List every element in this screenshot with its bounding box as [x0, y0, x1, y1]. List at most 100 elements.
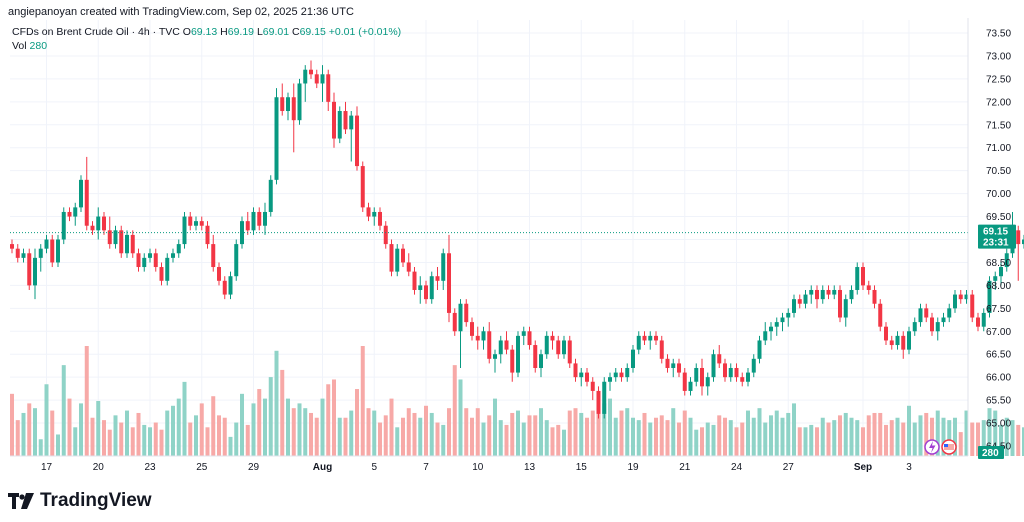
- candle: [866, 280, 871, 295]
- volume-bar: [493, 398, 497, 456]
- event-markers[interactable]: [924, 439, 957, 455]
- candle-body: [527, 331, 532, 346]
- candle-body: [866, 285, 871, 290]
- candle-body: [56, 239, 60, 263]
- candle-body: [539, 354, 543, 368]
- candle-body: [556, 340, 561, 355]
- candle-body: [820, 289, 825, 300]
- volume-bar: [447, 408, 451, 456]
- candle: [148, 248, 152, 263]
- volume-bar: [159, 429, 164, 456]
- volume-bar: [84, 346, 89, 456]
- last-price-value: 69.15: [983, 227, 1008, 238]
- candle-body: [148, 253, 152, 258]
- candle: [723, 358, 727, 382]
- candle-body: [67, 211, 72, 217]
- candle: [125, 230, 129, 258]
- candle: [705, 372, 710, 396]
- volume-bar: [550, 427, 555, 456]
- volume-bar: [412, 412, 417, 456]
- candle-body: [987, 280, 992, 313]
- candle: [625, 363, 630, 382]
- volume-bar: [590, 410, 595, 456]
- volume-bar: [935, 410, 940, 456]
- ohlc-legend[interactable]: CFDs on Brent Crude Oil · 4h · TVC O69.1…: [12, 26, 401, 38]
- candle: [665, 354, 670, 373]
- volume-bar: [211, 396, 216, 456]
- candle: [953, 289, 957, 313]
- candle-body: [981, 312, 986, 327]
- volume-bar: [90, 417, 95, 456]
- candle: [659, 335, 664, 364]
- candle-body: [797, 299, 802, 304]
- candle: [251, 207, 256, 235]
- price-tick-label: 70.00: [986, 189, 1011, 200]
- volume-legend[interactable]: Vol 280: [12, 40, 47, 52]
- volume-bar: [33, 408, 37, 456]
- volume-bar: [774, 410, 779, 456]
- volume-bar: [297, 403, 302, 456]
- tradingview-logo[interactable]: TradingView: [8, 490, 152, 512]
- candle: [636, 331, 641, 355]
- candle-body: [947, 308, 952, 318]
- volume-bar: [205, 427, 210, 456]
- volume-bar: [107, 429, 112, 456]
- candle: [96, 207, 101, 240]
- time-axis[interactable]: 17 20 23 25 29 Aug 5 7 10 13 15 19 21 24 27 Sep 3: [10, 455, 968, 473]
- candle-body: [774, 322, 779, 327]
- volume-bar: [383, 415, 388, 456]
- open-value: 69.13: [190, 26, 218, 38]
- volume-bar: [797, 427, 802, 456]
- candle-body: [596, 390, 601, 414]
- price-axis[interactable]: 73.50 73.00 72.50 72.00 71.50 71.00 70.50 70.00…: [967, 18, 1011, 456]
- volume-bar: [694, 429, 699, 456]
- candle-body: [498, 340, 503, 355]
- volume-bar: [889, 420, 894, 456]
- candle-body: [343, 111, 348, 130]
- volume-label: Vol: [12, 40, 27, 52]
- time-tick-label: 7: [423, 462, 429, 473]
- volume-bar: [953, 417, 957, 456]
- volume-bar: [527, 415, 532, 456]
- candle: [556, 335, 561, 359]
- candle-body: [217, 267, 221, 281]
- volume-bar: [671, 408, 676, 456]
- candle-body: [79, 179, 83, 208]
- candle: [608, 372, 612, 391]
- candle: [349, 111, 354, 162]
- candle-body: [280, 97, 285, 112]
- volume-bar: [424, 405, 428, 456]
- volume-bar: [815, 427, 819, 456]
- volume-bar: [872, 412, 877, 456]
- candle-body: [636, 335, 641, 350]
- brand-name: TradingView: [40, 490, 152, 511]
- volume-bar: [199, 403, 204, 456]
- bar-countdown: 23:31: [983, 238, 1009, 249]
- last-price-tag-bg: [978, 224, 1016, 249]
- last-volume-tag-bg: [978, 446, 1004, 459]
- candle-body: [838, 289, 842, 318]
- volume-bar: [826, 422, 831, 456]
- volume-bar: [498, 420, 503, 456]
- volume-bar: [73, 427, 78, 456]
- candle: [987, 276, 992, 318]
- candle-body: [263, 211, 267, 226]
- candle-body: [395, 248, 400, 272]
- candle-body: [314, 74, 319, 84]
- candle: [15, 244, 20, 263]
- time-tick-label: 3: [906, 462, 912, 473]
- volume-bar: [435, 422, 440, 456]
- candle-body: [792, 299, 796, 313]
- candle-body: [10, 244, 14, 249]
- candle: [602, 377, 607, 419]
- volume-bar: [803, 427, 808, 456]
- price-tick-label: 66.00: [986, 373, 1011, 384]
- volume-bar: [964, 410, 969, 456]
- volume-bar: [734, 427, 739, 456]
- price-tick-label: 65.00: [986, 419, 1011, 430]
- candle: [21, 248, 26, 263]
- candle-body: [746, 372, 750, 382]
- volume-bar: [849, 417, 854, 456]
- volume-bar: [125, 410, 129, 456]
